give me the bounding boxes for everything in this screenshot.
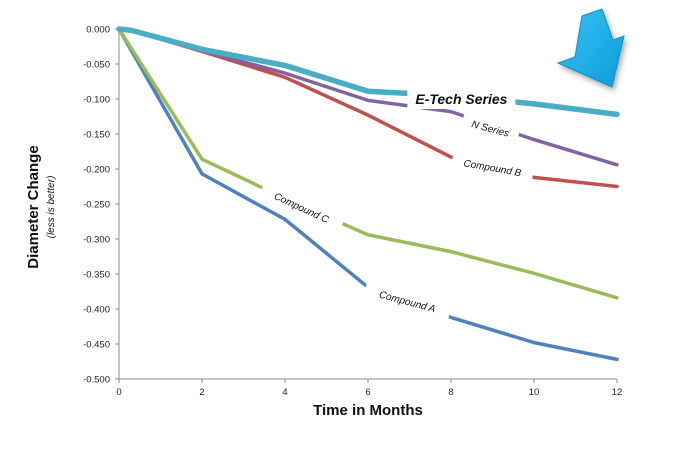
x-tick-label: 4 <box>282 387 287 398</box>
y-axis-title: Diameter Change (less is better) <box>25 145 57 268</box>
series-label-text: Compound C <box>272 191 331 226</box>
axes <box>118 29 617 380</box>
series-label-backing <box>258 182 345 233</box>
y-tick-label: -0.100 <box>83 95 110 106</box>
y-tick-label: -0.500 <box>83 375 110 386</box>
x-tick-label: 0 <box>116 387 121 398</box>
series-lines <box>116 26 620 362</box>
y-tick-label: 0.000 <box>86 25 110 36</box>
series-label-e-tech-series: E-Tech Series <box>407 89 516 109</box>
y-tick-label: -0.250 <box>83 200 110 211</box>
series-label-compound-c: Compound C <box>258 182 345 233</box>
series-label-text: E-Tech Series <box>415 91 507 107</box>
y-axis-label: Diameter Change <box>25 145 42 268</box>
series-line-compound-a <box>117 27 619 362</box>
y-axis-ticks: 0.000 -0.050 -0.100 -0.150 -0.200 -0.250 -0.30… <box>83 25 119 386</box>
highlight-arrow-icon <box>556 8 625 88</box>
series-label-text: Compound A <box>378 290 437 316</box>
y-tick-label: -0.300 <box>83 235 110 246</box>
series-label-backing <box>460 114 521 143</box>
series-label-backing <box>450 153 535 182</box>
series-label-n-series: N Series <box>460 114 521 143</box>
series-labels: E-Tech Series N Series Compound B Compound … <box>258 89 535 320</box>
series-label-backing <box>407 89 516 109</box>
series-line-e-tech-series <box>116 26 620 118</box>
y-tick-label: -0.050 <box>83 60 110 71</box>
x-tick-label: 2 <box>199 387 204 398</box>
x-tick-label: 10 <box>529 387 540 398</box>
series-label-compound-a: Compound A <box>363 283 452 320</box>
y-tick-label: -0.200 <box>83 165 110 176</box>
x-axis-label: Time in Months <box>313 402 423 419</box>
series-label-backing <box>363 283 452 320</box>
y-axis-note: (less is better) <box>46 176 57 239</box>
y-tick-label: -0.450 <box>83 340 110 351</box>
x-tick-label: 6 <box>365 387 370 398</box>
y-tick-label: -0.400 <box>83 305 110 316</box>
series-label-compound-b: Compound B <box>450 153 535 182</box>
y-tick-label: -0.150 <box>83 130 110 141</box>
x-tick-label: 8 <box>448 387 453 398</box>
y-tick-label: -0.350 <box>83 270 110 281</box>
x-tick-label: 12 <box>612 387 623 398</box>
series-line-compound-c <box>117 27 619 300</box>
x-axis-ticks: 0 2 4 6 8 10 12 <box>116 379 622 398</box>
